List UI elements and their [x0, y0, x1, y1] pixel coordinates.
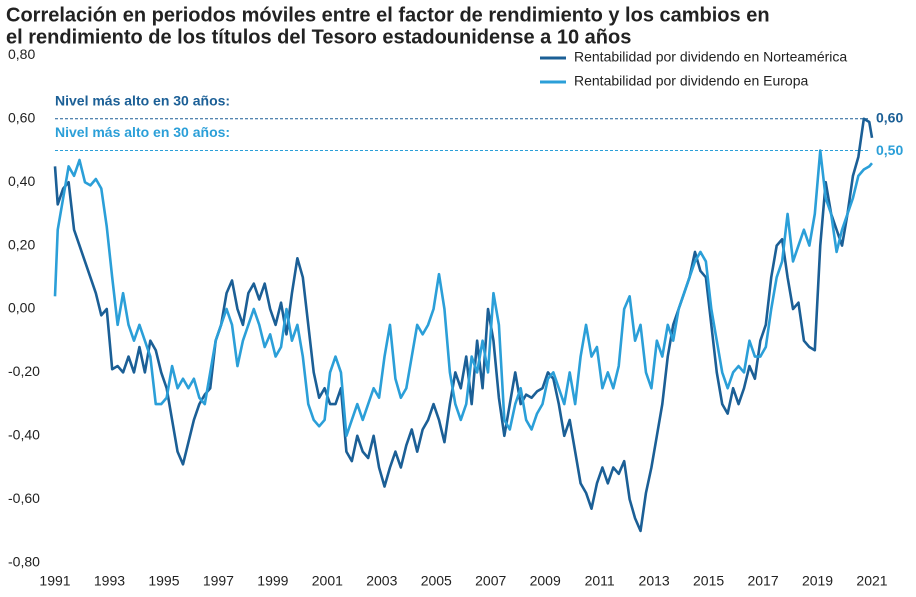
y-tick-label: 0,20 — [8, 236, 35, 252]
x-tick-label: 2009 — [530, 573, 561, 589]
y-tick-label: -0,60 — [8, 490, 40, 506]
chart-title: Correlación en periodos móviles entre el… — [6, 4, 770, 26]
legend-label: Rentabilidad por dividendo en Europa — [574, 73, 808, 89]
legend-label: Rentabilidad por dividendo en Norteaméri… — [574, 49, 847, 65]
x-tick-label: 2007 — [475, 573, 506, 589]
x-tick-label: 2021 — [856, 573, 887, 589]
series-line — [53, 117, 874, 533]
y-tick-label: 0,60 — [8, 110, 35, 126]
reference-label: 0,50 — [876, 142, 903, 158]
x-tick-label: 1997 — [203, 573, 234, 589]
y-tick-label: 0,40 — [8, 173, 35, 189]
x-tick-label: 2017 — [747, 573, 778, 589]
x-tick-label: 1999 — [257, 573, 288, 589]
y-tick-label: -0,80 — [8, 553, 40, 569]
x-tick-label: 2011 — [585, 573, 615, 589]
x-tick-label: 2005 — [421, 573, 452, 589]
x-tick-label: 2019 — [802, 573, 833, 589]
x-tick-label: 2003 — [366, 573, 397, 589]
x-tick-label: 1995 — [148, 573, 179, 589]
reference-note: Nivel más alto en 30 años: — [55, 124, 230, 140]
y-tick-label: -0,40 — [8, 427, 40, 443]
x-tick-label: 1991 — [39, 573, 70, 589]
series-line — [53, 149, 873, 438]
reference-label: 0,60 — [876, 110, 903, 126]
x-tick-label: 2001 — [312, 573, 343, 589]
y-tick-label: 0,00 — [8, 300, 35, 316]
x-tick-label: 2013 — [639, 573, 670, 589]
reference-note: Nivel más alto en 30 años: — [55, 93, 230, 109]
y-tick-label: -0,20 — [8, 363, 40, 379]
chart-title: el rendimiento de los títulos del Tesoro… — [6, 26, 631, 48]
x-tick-label: 2015 — [693, 573, 724, 589]
y-tick-label: 0,80 — [8, 46, 35, 62]
x-tick-label: 1993 — [94, 573, 125, 589]
